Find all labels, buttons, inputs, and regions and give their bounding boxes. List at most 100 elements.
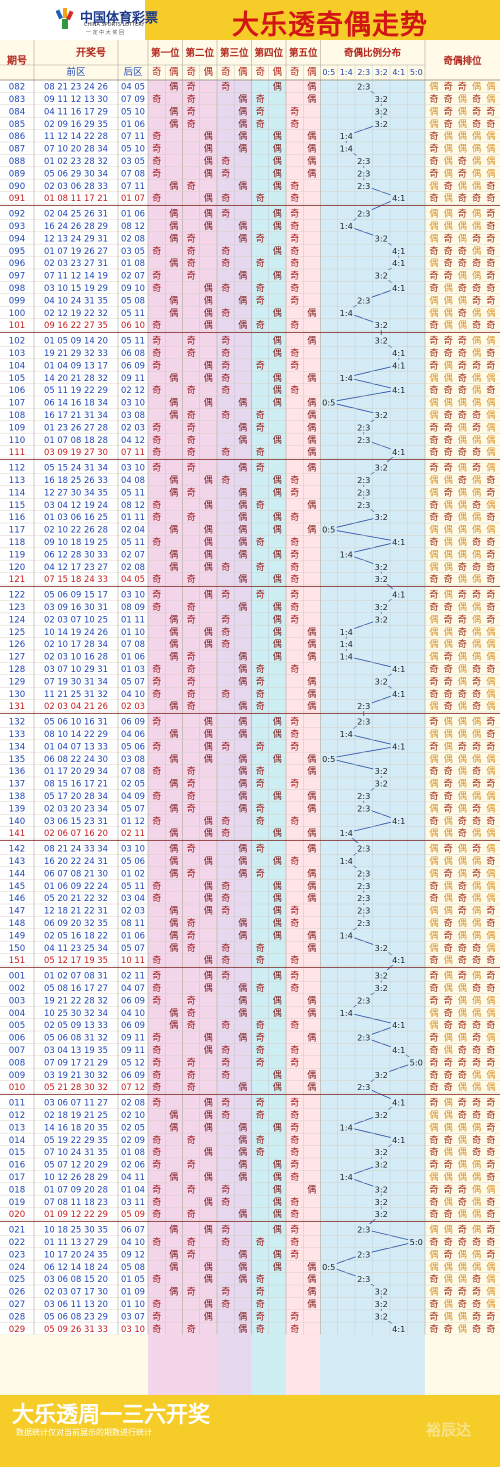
ratio-mark: 3:2	[375, 271, 388, 281]
pattern-char: 奇	[458, 1069, 467, 1081]
pattern-char: 奇	[444, 93, 453, 105]
ratio-mark: 2:3	[357, 717, 370, 727]
position-1-mark: 奇	[152, 245, 161, 257]
position-4-mark: 偶	[273, 753, 282, 765]
pattern-char: 奇	[472, 561, 481, 573]
pattern-char: 偶	[486, 434, 495, 446]
position-3-mark: 奇	[221, 282, 230, 294]
position-2-mark: 奇	[187, 1159, 196, 1171]
position-1-mark: 奇	[152, 1273, 161, 1285]
pattern-char: 奇	[458, 1044, 467, 1056]
pattern-char: 奇	[429, 740, 438, 752]
position-5-mark: 奇	[290, 1146, 299, 1158]
position-5-mark: 奇	[290, 1019, 299, 1031]
pattern-char: 奇	[444, 843, 453, 855]
pattern-char: 偶	[444, 905, 453, 917]
pattern-char: 偶	[472, 307, 481, 319]
pattern-char: 奇	[444, 347, 453, 359]
pattern-char: 偶	[444, 1109, 453, 1121]
ratio-mark: 3:2	[375, 1299, 388, 1309]
position-5-mark: 奇	[290, 663, 299, 675]
back-numbers: 07 08	[121, 766, 145, 776]
ratio-mark: 4:1	[392, 741, 405, 751]
position-4-mark: 奇	[256, 815, 265, 827]
ratio-mark: 4:1	[392, 816, 405, 826]
pattern-char: 奇	[429, 663, 438, 675]
pattern-char: 偶	[458, 270, 467, 282]
pattern-char: 偶	[486, 753, 495, 765]
back-numbers: 02 10	[121, 1110, 145, 1120]
pattern-char: 奇	[458, 335, 467, 347]
front-numbers: 10 14 19 24 26	[44, 627, 108, 637]
ratio-label-bg	[390, 446, 407, 457]
pattern-char: 奇	[429, 1069, 438, 1081]
pattern-char: 奇	[429, 954, 438, 966]
pattern-char: 奇	[458, 1236, 467, 1248]
position-1-mark: 奇	[152, 536, 161, 548]
position-2-mark: 奇	[187, 257, 196, 269]
pattern-char: 偶	[486, 867, 495, 879]
ratio-mark: 2:3	[357, 475, 370, 485]
pattern-char: 奇	[429, 335, 438, 347]
position-4-mark: 奇	[256, 294, 265, 306]
pattern-char: 奇	[458, 688, 467, 700]
pattern-char: 偶	[472, 155, 481, 167]
position-4-mark: 偶	[273, 601, 282, 613]
pattern-char: 偶	[458, 1323, 467, 1335]
pattern-char: 偶	[444, 524, 453, 536]
pattern-char: 偶	[472, 245, 481, 257]
position-5-mark: 奇	[290, 511, 299, 523]
footer-note: 数据统计仅对当前展示的期数进行统计	[16, 1428, 152, 1437]
issue-number: 013	[9, 1123, 25, 1133]
front-numbers: 02 05 09 13 33	[44, 1020, 108, 1030]
position-2-mark: 偶	[204, 1097, 213, 1109]
ratio-label-bg	[355, 1224, 372, 1235]
position-2-mark: 偶	[204, 954, 213, 966]
issue-number: 115	[9, 501, 25, 511]
pattern-char: 奇	[472, 118, 481, 130]
position-2-mark: 奇	[187, 1323, 196, 1335]
pattern-char: 奇	[486, 728, 495, 740]
ratio-mark: 0:5	[322, 754, 335, 764]
back-numbers: 07 11	[121, 181, 145, 191]
issue-number: 093	[9, 222, 25, 232]
ratio-mark: 1:4	[340, 930, 353, 940]
position-1-mark: 偶	[169, 1007, 178, 1019]
pattern-char: 偶	[486, 143, 495, 155]
front-numbers: 03 04 12 19 24	[44, 500, 108, 510]
position-2-mark: 偶	[204, 638, 213, 650]
pattern-char: 奇	[429, 1044, 438, 1056]
position-column-bg	[286, 1334, 321, 1395]
position-3-mark: 偶	[238, 843, 247, 855]
issue-number: 083	[9, 95, 25, 105]
position-3-mark: 偶	[238, 1121, 247, 1133]
position-1-mark: 奇	[152, 359, 161, 371]
ratio-label-bg	[355, 155, 372, 166]
ratio-label-bg	[373, 511, 390, 522]
pattern-char: 奇	[472, 1236, 481, 1248]
position-2-mark: 奇	[187, 663, 196, 675]
pattern-char: 偶	[486, 942, 495, 954]
issue-number: 084	[9, 107, 25, 117]
pattern-char: 奇	[444, 942, 453, 954]
pattern-char: 奇	[486, 740, 495, 752]
pattern-char: 奇	[458, 880, 467, 892]
pattern-char: 奇	[429, 359, 438, 371]
ratio-label-bg	[390, 815, 407, 826]
ratio-label-bg	[355, 802, 372, 814]
pattern-char: 奇	[444, 1248, 453, 1260]
position-2-mark: 偶	[204, 626, 213, 638]
pattern-char: 奇	[458, 208, 467, 220]
ratio-label-bg	[373, 270, 390, 281]
pattern-char: 偶	[472, 905, 481, 917]
pattern-char: 偶	[444, 1310, 453, 1322]
position-2-mark: 偶	[204, 880, 213, 892]
pattern-char: 奇	[429, 319, 438, 331]
ratio-label-bg	[373, 765, 390, 776]
position-3-mark: 偶	[238, 232, 247, 244]
position-2-mark: 偶	[204, 716, 213, 728]
position-1-mark: 偶	[169, 81, 178, 93]
front-numbers: 01 05 09 14 20	[44, 336, 108, 346]
header-position-2: 第二位	[185, 47, 214, 59]
position-5-mark: 奇	[290, 917, 299, 929]
